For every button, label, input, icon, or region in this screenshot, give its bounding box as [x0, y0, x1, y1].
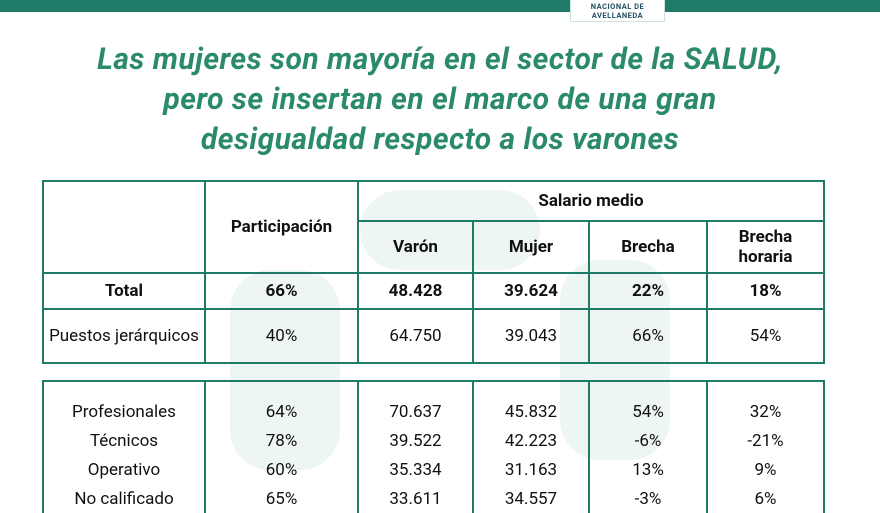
cell: 9%: [706, 455, 825, 484]
cell: 60%: [204, 455, 359, 484]
cell: 45.832: [472, 380, 590, 426]
cell: 70.637: [357, 380, 474, 426]
header-cell: Participación: [204, 180, 359, 274]
top-bar: [0, 0, 880, 12]
logo-text: NACIONAL DE: [590, 2, 645, 11]
cell: -21%: [706, 426, 825, 455]
cell: 34.557: [472, 484, 590, 513]
cell: 78%: [204, 426, 359, 455]
cell: 40%: [204, 308, 359, 364]
cell: -3%: [588, 484, 708, 513]
cell: 42.223: [472, 426, 590, 455]
title-line: pero se insertan en el marco de una gran: [163, 82, 717, 117]
cell: -6%: [588, 426, 708, 455]
cell: 66%: [204, 272, 359, 310]
logo: NACIONAL DE AVELLANEDA: [570, 0, 665, 22]
row-label: Total: [42, 272, 206, 310]
cell: 66%: [588, 308, 708, 364]
empty-cell: [42, 180, 206, 274]
cell: 54%: [588, 380, 708, 426]
table: Profesionales 64% 70.637 45.832 54% 32% Técnic…: [42, 380, 825, 513]
row-label: Puestos jerárquicos: [42, 308, 206, 364]
cell: 22%: [588, 272, 708, 310]
row-label: Profesionales: [42, 380, 206, 426]
header-cell: Brecha horaria: [706, 220, 825, 274]
header-cell: Mujer: [472, 220, 590, 274]
cell: 48.428: [357, 272, 474, 310]
logo-text: AVELLANEDA: [591, 11, 644, 20]
row-label: Técnicos: [42, 426, 206, 455]
cell: 65%: [204, 484, 359, 513]
cell: 32%: [706, 380, 825, 426]
cell: 39.522: [357, 426, 474, 455]
cell: 6%: [706, 484, 825, 513]
title: Las mujeres son mayoría en el sector de …: [0, 40, 880, 160]
table: Participación Salario medio Varón Mujer …: [42, 180, 825, 364]
cell: 39.624: [472, 272, 590, 310]
header-cell: Brecha: [588, 220, 708, 274]
header-cell: Salario medio: [357, 180, 825, 222]
cell: 54%: [706, 308, 825, 364]
row-label: No calificado: [42, 484, 206, 513]
header-cell: Varón: [357, 220, 474, 274]
cell: 31.163: [472, 455, 590, 484]
title-line: desigualdad respecto a los varones: [200, 122, 680, 157]
cell: 33.611: [357, 484, 474, 513]
cell: 13%: [588, 455, 708, 484]
cell: 64.750: [357, 308, 474, 364]
cell: 39.043: [472, 308, 590, 364]
cell: 64%: [204, 380, 359, 426]
cell: 35.334: [357, 455, 474, 484]
row-label: Operativo: [42, 455, 206, 484]
title-line: Las mujeres son mayoría en el sector de …: [97, 42, 783, 77]
cell: 18%: [706, 272, 825, 310]
